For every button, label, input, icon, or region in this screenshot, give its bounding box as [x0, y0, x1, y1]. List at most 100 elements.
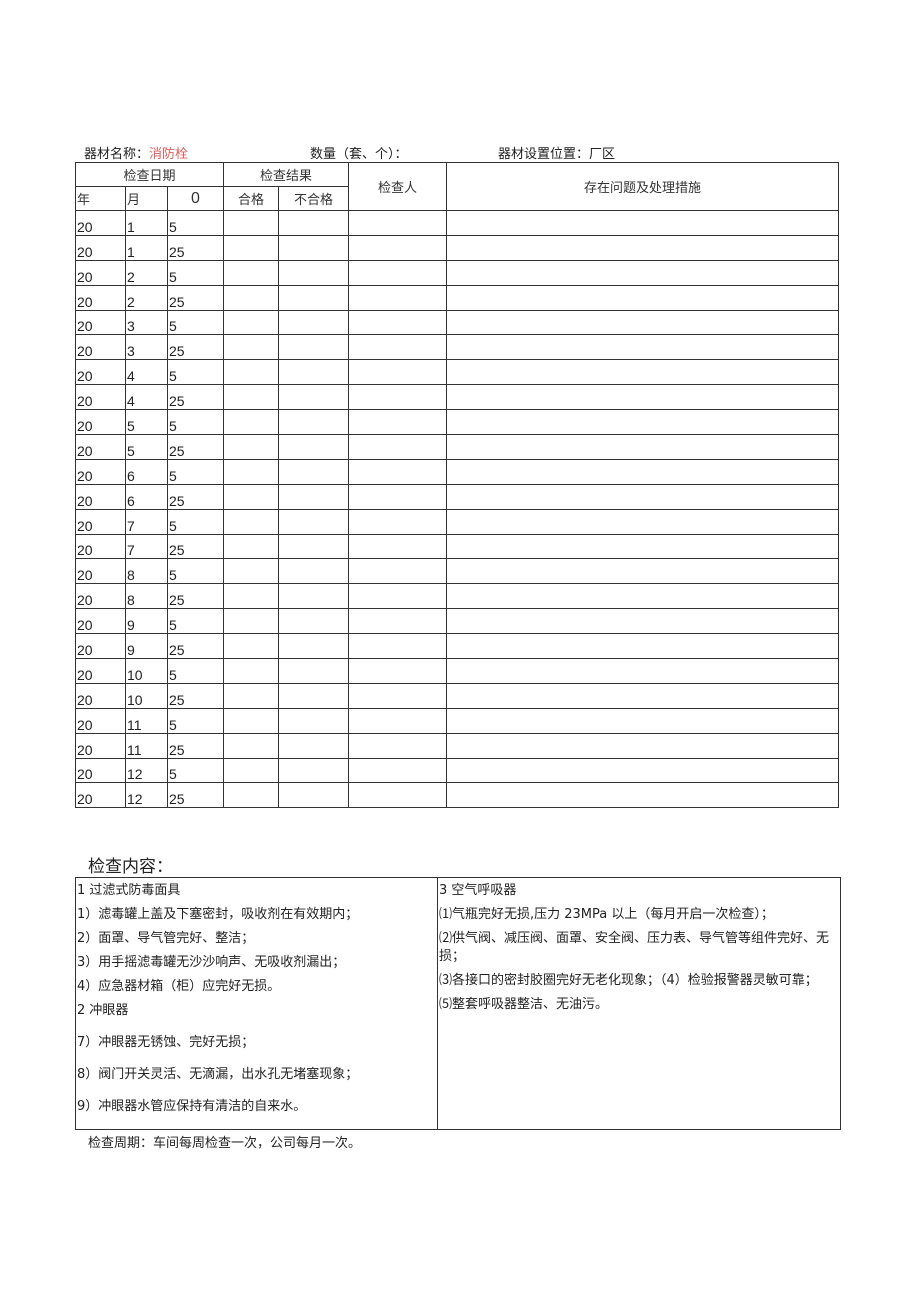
- fail-cell[interactable]: [278, 682, 349, 709]
- issues-cell[interactable]: [446, 384, 839, 411]
- inspector-cell[interactable]: [348, 284, 447, 311]
- year-cell[interactable]: 20: [75, 658, 126, 684]
- day-cell[interactable]: 25: [167, 334, 224, 361]
- pass-cell[interactable]: [223, 508, 279, 535]
- day-cell[interactable]: 5: [167, 707, 224, 734]
- issues-cell[interactable]: [446, 458, 839, 485]
- fail-cell[interactable]: [278, 732, 349, 759]
- month-cell[interactable]: 4: [125, 384, 168, 411]
- inspector-cell[interactable]: [348, 259, 447, 286]
- year-cell[interactable]: 20: [75, 409, 126, 436]
- month-cell[interactable]: 9: [125, 633, 168, 660]
- inspector-cell[interactable]: [348, 409, 447, 436]
- inspector-cell[interactable]: [348, 508, 447, 535]
- year-cell[interactable]: 20: [75, 558, 126, 585]
- fail-cell[interactable]: [278, 633, 349, 660]
- day-cell[interactable]: 25: [167, 782, 224, 809]
- pass-cell[interactable]: [223, 757, 279, 784]
- fail-cell[interactable]: [278, 782, 349, 809]
- inspector-cell[interactable]: [348, 309, 447, 336]
- month-cell[interactable]: 7: [125, 533, 168, 560]
- issues-cell[interactable]: [446, 583, 839, 610]
- pass-cell[interactable]: [223, 608, 279, 635]
- fail-cell[interactable]: [278, 608, 349, 635]
- year-cell[interactable]: 20: [75, 633, 126, 660]
- issues-cell[interactable]: [446, 682, 839, 709]
- year-cell[interactable]: 20: [75, 210, 126, 236]
- fail-cell[interactable]: [278, 210, 349, 236]
- issues-cell[interactable]: [446, 757, 839, 784]
- month-cell[interactable]: 3: [125, 334, 168, 361]
- fail-cell[interactable]: [278, 757, 349, 784]
- day-cell[interactable]: 5: [167, 309, 224, 336]
- fail-cell[interactable]: [278, 458, 349, 485]
- issues-cell[interactable]: [446, 732, 839, 759]
- day-cell[interactable]: 25: [167, 533, 224, 560]
- pass-cell[interactable]: [223, 483, 279, 510]
- pass-cell[interactable]: [223, 409, 279, 436]
- year-cell[interactable]: 20: [75, 309, 126, 336]
- issues-cell[interactable]: [446, 434, 839, 460]
- year-cell[interactable]: 20: [75, 533, 126, 560]
- pass-cell[interactable]: [223, 633, 279, 660]
- pass-cell[interactable]: [223, 533, 279, 560]
- year-cell[interactable]: 20: [75, 234, 126, 261]
- day-cell[interactable]: 5: [167, 259, 224, 286]
- fail-cell[interactable]: [278, 309, 349, 336]
- day-cell[interactable]: 25: [167, 732, 224, 759]
- pass-cell[interactable]: [223, 234, 279, 261]
- inspector-cell[interactable]: [348, 633, 447, 660]
- year-cell[interactable]: 20: [75, 682, 126, 709]
- pass-cell[interactable]: [223, 707, 279, 734]
- pass-cell[interactable]: [223, 682, 279, 709]
- inspector-cell[interactable]: [348, 658, 447, 684]
- pass-cell[interactable]: [223, 458, 279, 485]
- inspector-cell[interactable]: [348, 757, 447, 784]
- issues-cell[interactable]: [446, 608, 839, 635]
- day-cell[interactable]: 25: [167, 483, 224, 510]
- month-cell[interactable]: 8: [125, 583, 168, 610]
- day-cell[interactable]: 25: [167, 234, 224, 261]
- month-cell[interactable]: 1: [125, 210, 168, 236]
- year-cell[interactable]: 20: [75, 782, 126, 809]
- year-cell[interactable]: 20: [75, 707, 126, 734]
- fail-cell[interactable]: [278, 384, 349, 411]
- fail-cell[interactable]: [278, 409, 349, 436]
- inspector-cell[interactable]: [348, 533, 447, 560]
- pass-cell[interactable]: [223, 284, 279, 311]
- inspector-cell[interactable]: [348, 483, 447, 510]
- month-cell[interactable]: 8: [125, 558, 168, 585]
- year-cell[interactable]: 20: [75, 483, 126, 510]
- issues-cell[interactable]: [446, 782, 839, 809]
- month-cell[interactable]: 5: [125, 434, 168, 460]
- year-cell[interactable]: 20: [75, 284, 126, 311]
- year-cell[interactable]: 20: [75, 732, 126, 759]
- month-cell[interactable]: 4: [125, 359, 168, 386]
- issues-cell[interactable]: [446, 533, 839, 560]
- pass-cell[interactable]: [223, 334, 279, 361]
- pass-cell[interactable]: [223, 558, 279, 585]
- inspector-cell[interactable]: [348, 210, 447, 236]
- inspector-cell[interactable]: [348, 434, 447, 460]
- fail-cell[interactable]: [278, 284, 349, 311]
- month-cell[interactable]: 9: [125, 608, 168, 635]
- month-cell[interactable]: 10: [125, 682, 168, 709]
- day-cell[interactable]: 25: [167, 284, 224, 311]
- issues-cell[interactable]: [446, 210, 839, 236]
- day-cell[interactable]: 5: [167, 359, 224, 386]
- inspector-cell[interactable]: [348, 234, 447, 261]
- fail-cell[interactable]: [278, 533, 349, 560]
- day-cell[interactable]: 5: [167, 458, 224, 485]
- issues-cell[interactable]: [446, 359, 839, 386]
- issues-cell[interactable]: [446, 658, 839, 684]
- month-cell[interactable]: 11: [125, 707, 168, 734]
- issues-cell[interactable]: [446, 284, 839, 311]
- issues-cell[interactable]: [446, 334, 839, 361]
- fail-cell[interactable]: [278, 658, 349, 684]
- fail-cell[interactable]: [278, 583, 349, 610]
- inspector-cell[interactable]: [348, 458, 447, 485]
- day-cell[interactable]: 5: [167, 608, 224, 635]
- month-cell[interactable]: 1: [125, 234, 168, 261]
- inspector-cell[interactable]: [348, 583, 447, 610]
- pass-cell[interactable]: [223, 732, 279, 759]
